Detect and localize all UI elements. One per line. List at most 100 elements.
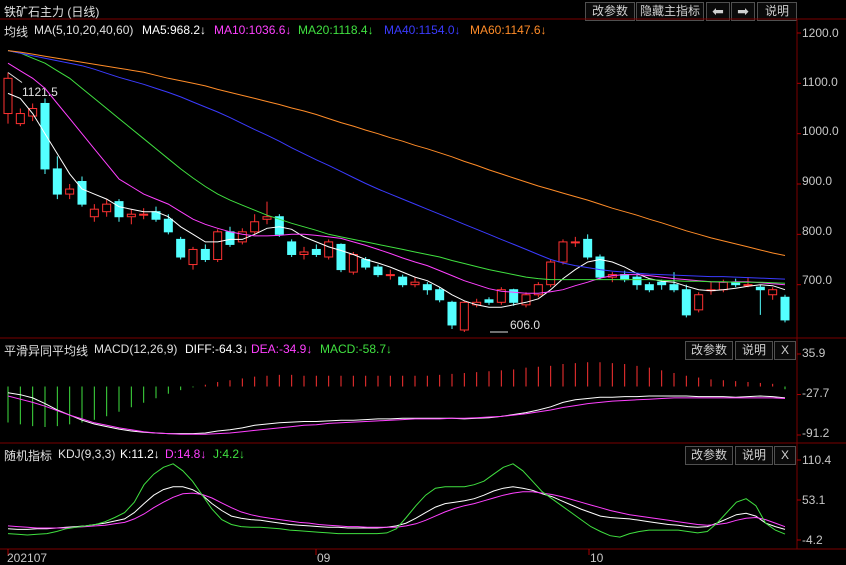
y-tick-label: 900.0 xyxy=(802,174,833,188)
candle xyxy=(521,294,531,306)
candle xyxy=(200,248,210,261)
candle xyxy=(583,238,593,258)
title-bar: 铁矿石主力 (日线) xyxy=(0,0,846,20)
ma60-value: MA60:1147.6↓ xyxy=(470,23,547,37)
help-button[interactable]: 说明 xyxy=(757,2,797,21)
macd-y-tick-label: 35.9 xyxy=(802,346,826,360)
candle xyxy=(780,296,790,321)
candle xyxy=(139,213,149,216)
high-price-label: 1121.5 xyxy=(22,85,58,99)
kdj-legend: 随机指标 KDJ(9,3,3) K:11.2↓ D:14.8↓ J:4.2↓ xyxy=(0,444,846,464)
candle xyxy=(632,276,642,286)
candle xyxy=(644,284,654,291)
candle xyxy=(3,77,13,115)
y-tick-label: 1200.0 xyxy=(802,26,839,40)
candle xyxy=(496,289,506,303)
candle xyxy=(558,241,568,263)
kdj-help-button[interactable]: 说明 xyxy=(735,446,773,465)
chart-title: 铁矿石主力 (日线) xyxy=(4,5,100,19)
ma-line-ma10 xyxy=(7,62,786,294)
arrow-left-icon[interactable]: ⬅ xyxy=(706,2,730,21)
candle xyxy=(114,201,124,218)
ma20-value: MA20:1118.4↓ xyxy=(298,23,374,37)
k-value: K:11.2↓ xyxy=(120,447,160,461)
candle xyxy=(447,301,457,326)
candle xyxy=(311,248,321,255)
candle xyxy=(459,301,469,331)
ma-line-ma60 xyxy=(7,50,786,256)
kdj-indicator-name: 随机指标 xyxy=(4,449,53,463)
candle xyxy=(435,289,445,301)
candle xyxy=(373,266,383,276)
candle xyxy=(348,253,358,273)
x-date-label: 202107 xyxy=(7,551,48,565)
macd-params: MACD(12,26,9) xyxy=(94,342,178,356)
macd-change-params-button[interactable]: 改参数 xyxy=(685,341,733,360)
candle xyxy=(299,251,309,255)
candle xyxy=(509,289,519,303)
macd-close-icon[interactable]: X xyxy=(774,341,796,360)
kdj-line-j xyxy=(7,463,786,538)
candle xyxy=(77,180,87,205)
candle xyxy=(410,281,420,286)
dea-value: DEA:-34.9↓ xyxy=(251,342,313,356)
macd-line-dea xyxy=(7,395,786,435)
hide-main-indicator-button[interactable]: 隐藏主指标 xyxy=(636,2,704,21)
high-pointer xyxy=(7,72,23,83)
candle xyxy=(336,243,346,271)
ma5-value: MA5:968.2↓ xyxy=(142,23,207,37)
candle xyxy=(385,274,395,277)
macd-value: MACD:-58.7↓ xyxy=(320,342,393,356)
candle xyxy=(533,284,543,296)
change-params-button[interactable]: 改参数 xyxy=(585,2,635,21)
candle xyxy=(669,284,679,291)
macd-indicator-name: 平滑异同平均线 xyxy=(4,344,89,358)
candle xyxy=(595,256,605,278)
candle xyxy=(324,241,334,258)
candle xyxy=(40,102,50,170)
candle xyxy=(237,231,247,243)
candle xyxy=(546,261,556,286)
candle xyxy=(102,203,112,213)
ma-line-ma20 xyxy=(7,50,786,284)
y-tick-label: 700.0 xyxy=(802,273,833,287)
j-value: J:4.2↓ xyxy=(213,447,246,461)
candle xyxy=(163,218,173,233)
d-value: D:14.8↓ xyxy=(165,447,207,461)
candle xyxy=(225,231,235,245)
macd-legend: 平滑异同平均线 MACD(12,26,9) DIFF:-64.3↓ DEA:-3… xyxy=(0,339,846,359)
kdj-y-tick-label: 53.1 xyxy=(802,493,826,507)
candle xyxy=(52,168,62,195)
y-tick-label: 800.0 xyxy=(802,224,833,238)
candle xyxy=(768,289,778,296)
kdj-change-params-button[interactable]: 改参数 xyxy=(685,446,733,465)
candle xyxy=(287,241,297,255)
macd-y-tick-label: -27.7 xyxy=(802,386,830,400)
kdj-line-k xyxy=(7,486,786,530)
kdj-params: KDJ(9,3,3) xyxy=(58,447,116,461)
candle xyxy=(274,216,284,235)
macd-line-diff xyxy=(7,392,786,435)
candle xyxy=(755,286,765,291)
candle xyxy=(570,241,580,244)
ma-legend: 均线 MA(5,10,20,40,60) MA5:968.2↓ MA10:103… xyxy=(0,20,846,40)
candle xyxy=(620,274,630,281)
candle xyxy=(743,284,753,287)
candle xyxy=(657,281,667,286)
ma-indicator-name: 均线 xyxy=(4,25,29,39)
candle xyxy=(262,216,272,220)
candle xyxy=(28,108,38,117)
ma-line-ma40 xyxy=(7,50,786,280)
candle xyxy=(718,281,728,291)
y-tick-label: 1000.0 xyxy=(802,124,839,138)
candle xyxy=(126,213,136,218)
macd-y-tick-label: -91.2 xyxy=(802,426,830,440)
arrow-right-icon[interactable]: ➡ xyxy=(731,2,755,21)
ma40-value: MA40:1154.0↓ xyxy=(384,23,461,37)
candle xyxy=(15,113,25,125)
low-price-label: 606.0 xyxy=(510,318,541,332)
kdj-close-icon[interactable]: X xyxy=(774,446,796,465)
candle xyxy=(176,238,186,258)
macd-help-button[interactable]: 说明 xyxy=(735,341,773,360)
